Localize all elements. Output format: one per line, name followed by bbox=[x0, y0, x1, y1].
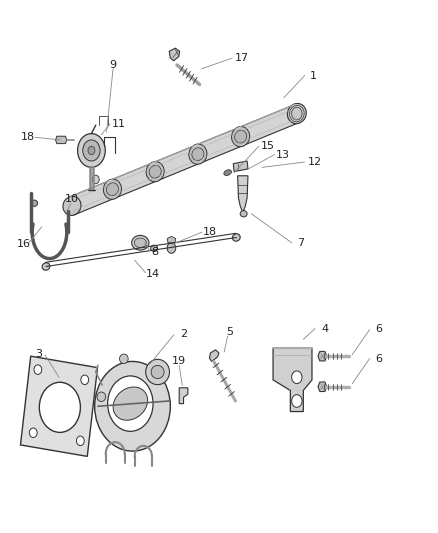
Text: 7: 7 bbox=[297, 238, 304, 248]
Ellipse shape bbox=[224, 170, 231, 175]
Ellipse shape bbox=[189, 144, 207, 164]
Text: 14: 14 bbox=[146, 269, 160, 279]
Text: 3: 3 bbox=[35, 349, 42, 359]
Ellipse shape bbox=[287, 103, 306, 124]
Text: 11: 11 bbox=[112, 119, 126, 129]
Ellipse shape bbox=[149, 165, 161, 178]
Polygon shape bbox=[167, 237, 176, 243]
Ellipse shape bbox=[113, 387, 148, 420]
Ellipse shape bbox=[31, 200, 38, 206]
Polygon shape bbox=[233, 161, 248, 172]
Ellipse shape bbox=[103, 179, 121, 199]
Text: 6: 6 bbox=[375, 324, 382, 334]
Circle shape bbox=[167, 243, 176, 253]
Polygon shape bbox=[21, 356, 98, 456]
Polygon shape bbox=[56, 136, 67, 143]
Ellipse shape bbox=[134, 238, 146, 247]
Polygon shape bbox=[237, 176, 248, 213]
Text: 18: 18 bbox=[21, 132, 35, 142]
Text: 17: 17 bbox=[234, 53, 248, 63]
Polygon shape bbox=[273, 348, 312, 411]
Circle shape bbox=[34, 365, 42, 374]
Ellipse shape bbox=[192, 148, 204, 160]
Circle shape bbox=[88, 146, 95, 155]
Text: 2: 2 bbox=[180, 329, 187, 339]
Polygon shape bbox=[318, 382, 327, 392]
Text: 9: 9 bbox=[110, 60, 117, 70]
Circle shape bbox=[92, 175, 99, 184]
Circle shape bbox=[29, 428, 37, 438]
Polygon shape bbox=[71, 104, 298, 215]
Ellipse shape bbox=[39, 382, 81, 432]
Circle shape bbox=[81, 375, 88, 384]
Ellipse shape bbox=[108, 376, 153, 431]
Polygon shape bbox=[169, 48, 180, 61]
Text: 13: 13 bbox=[276, 150, 290, 160]
Text: 1: 1 bbox=[310, 70, 317, 80]
Text: 15: 15 bbox=[261, 141, 275, 151]
Ellipse shape bbox=[151, 366, 164, 378]
Text: 10: 10 bbox=[65, 194, 79, 204]
Ellipse shape bbox=[233, 234, 240, 241]
Ellipse shape bbox=[232, 126, 250, 147]
Text: 8: 8 bbox=[152, 247, 159, 257]
Text: 6: 6 bbox=[375, 354, 382, 364]
Ellipse shape bbox=[146, 161, 164, 182]
Circle shape bbox=[77, 436, 84, 446]
Text: 16: 16 bbox=[17, 239, 31, 249]
Ellipse shape bbox=[120, 354, 128, 364]
Ellipse shape bbox=[106, 183, 118, 196]
Circle shape bbox=[78, 134, 105, 167]
Ellipse shape bbox=[146, 359, 170, 385]
Text: 12: 12 bbox=[308, 157, 322, 167]
Ellipse shape bbox=[235, 130, 247, 143]
Circle shape bbox=[292, 394, 302, 407]
Text: 18: 18 bbox=[202, 227, 216, 237]
Ellipse shape bbox=[42, 263, 50, 270]
Text: 19: 19 bbox=[172, 357, 186, 367]
Ellipse shape bbox=[132, 236, 149, 250]
Ellipse shape bbox=[95, 361, 170, 451]
Ellipse shape bbox=[63, 196, 81, 215]
Ellipse shape bbox=[240, 211, 247, 217]
Ellipse shape bbox=[97, 392, 106, 401]
Text: 4: 4 bbox=[321, 324, 328, 334]
Text: 5: 5 bbox=[226, 327, 233, 337]
Polygon shape bbox=[209, 350, 219, 361]
Polygon shape bbox=[179, 388, 188, 403]
Circle shape bbox=[83, 140, 100, 161]
Circle shape bbox=[292, 371, 302, 384]
Ellipse shape bbox=[151, 245, 158, 252]
Polygon shape bbox=[318, 351, 327, 361]
